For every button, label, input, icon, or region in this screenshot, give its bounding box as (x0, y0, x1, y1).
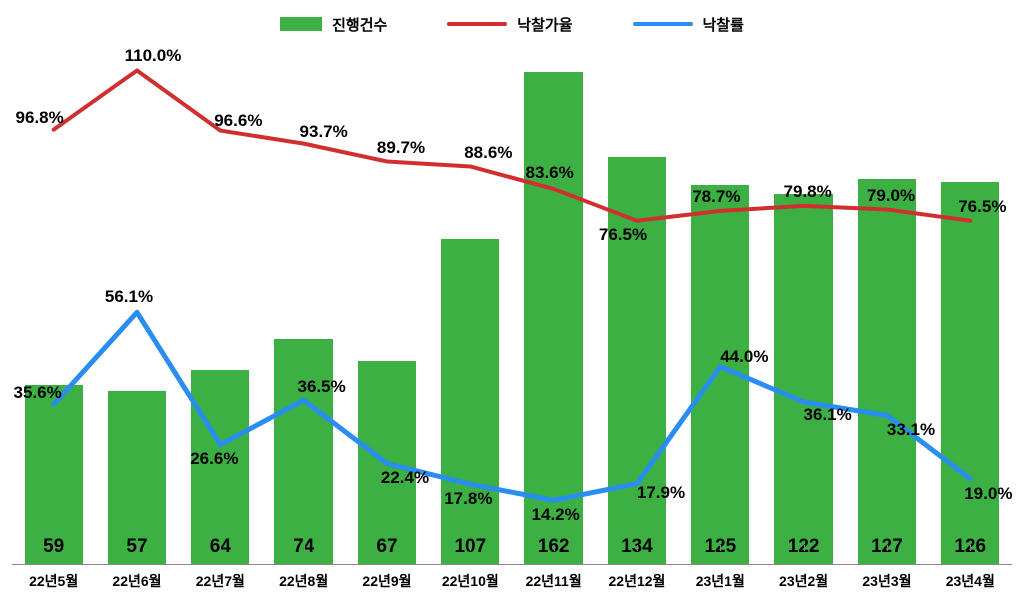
blue-line-label: 36.5% (298, 377, 346, 397)
blue-line-label: 14.2% (532, 505, 580, 525)
x-axis: 22년5월22년6월22년7월22년8월22년9월22년10월22년11월22년… (12, 571, 1012, 591)
red-line-label: 89.7% (377, 138, 425, 158)
x-tick-label: 22년11월 (512, 571, 595, 591)
bar-slot: 125 (679, 48, 762, 564)
legend-label-bars: 진행건수 (332, 14, 387, 35)
legend-swatch-bars (280, 17, 322, 31)
red-line-label: 79.8% (784, 182, 832, 202)
red-line-label: 79.0% (867, 186, 915, 206)
x-tick-label: 22년7월 (179, 571, 262, 591)
bar: 134 (608, 157, 666, 564)
red-line-label: 88.6% (464, 143, 512, 163)
blue-line-label: 19.0% (964, 484, 1012, 504)
x-tick-label: 22년8월 (262, 571, 345, 591)
blue-line-label: 33.1% (887, 420, 935, 440)
bar-slot: 107 (429, 48, 512, 564)
x-tick-label: 23년2월 (762, 571, 845, 591)
bar: 162 (524, 72, 582, 564)
bar-slot: 122 (762, 48, 845, 564)
legend-item-bars: 진행건수 (280, 14, 387, 35)
red-line-label: 93.7% (300, 122, 348, 142)
bar: 125 (691, 185, 749, 564)
red-line-label: 110.0% (125, 46, 182, 66)
legend: 진행건수 낙찰가율 낙찰률 (0, 0, 1024, 40)
bar: 74 (274, 339, 332, 564)
legend-swatch-red (447, 22, 507, 26)
bar: 67 (358, 361, 416, 564)
x-tick-label: 23년1월 (679, 571, 762, 591)
plot-area: 5957647467107162134125122127126 96.8%110… (12, 48, 1012, 565)
legend-item-blue-line: 낙찰률 (633, 14, 744, 35)
blue-line-label: 56.1% (105, 287, 153, 307)
bar-slot: 127 (845, 48, 928, 564)
bar: 127 (858, 179, 916, 564)
blue-line-label: 22.4% (381, 468, 429, 488)
legend-label-red: 낙찰가율 (517, 14, 572, 35)
blue-line-label: 17.9% (637, 483, 685, 503)
legend-swatch-blue (633, 22, 693, 26)
blue-line-label: 35.6% (14, 383, 62, 403)
blue-line-label: 26.6% (190, 449, 238, 469)
x-tick-label: 22년9월 (345, 571, 428, 591)
x-tick-label: 22년10월 (429, 571, 512, 591)
red-line-label: 76.5% (599, 225, 647, 245)
red-line-label: 83.6% (526, 163, 574, 183)
red-line-label: 76.5% (958, 197, 1006, 217)
blue-line-label: 17.8% (444, 489, 492, 509)
bar: 122 (774, 194, 832, 564)
blue-line-label: 44.0% (720, 347, 768, 367)
bar: 126 (941, 182, 999, 564)
x-tick-label: 23년4월 (929, 571, 1012, 591)
bar: 59 (25, 385, 83, 564)
red-line-label: 78.7% (692, 187, 740, 207)
legend-item-red-line: 낙찰가율 (447, 14, 572, 35)
x-tick-label: 22년5월 (12, 571, 95, 591)
red-line-label: 96.6% (214, 111, 262, 131)
blue-line-label: 36.1% (804, 405, 852, 425)
red-line-label: 96.8% (16, 108, 64, 128)
x-tick-label: 22년6월 (95, 571, 178, 591)
bar: 107 (441, 239, 499, 564)
bar: 57 (108, 391, 166, 564)
legend-label-blue: 낙찰률 (703, 14, 744, 35)
combo-chart: 진행건수 낙찰가율 낙찰률 59576474671071621341251221… (0, 0, 1024, 597)
x-tick-label: 22년12월 (595, 571, 678, 591)
x-tick-label: 23년3월 (845, 571, 928, 591)
bar-group: 5957647467107162134125122127126 (12, 48, 1012, 564)
bar-slot: 162 (512, 48, 595, 564)
